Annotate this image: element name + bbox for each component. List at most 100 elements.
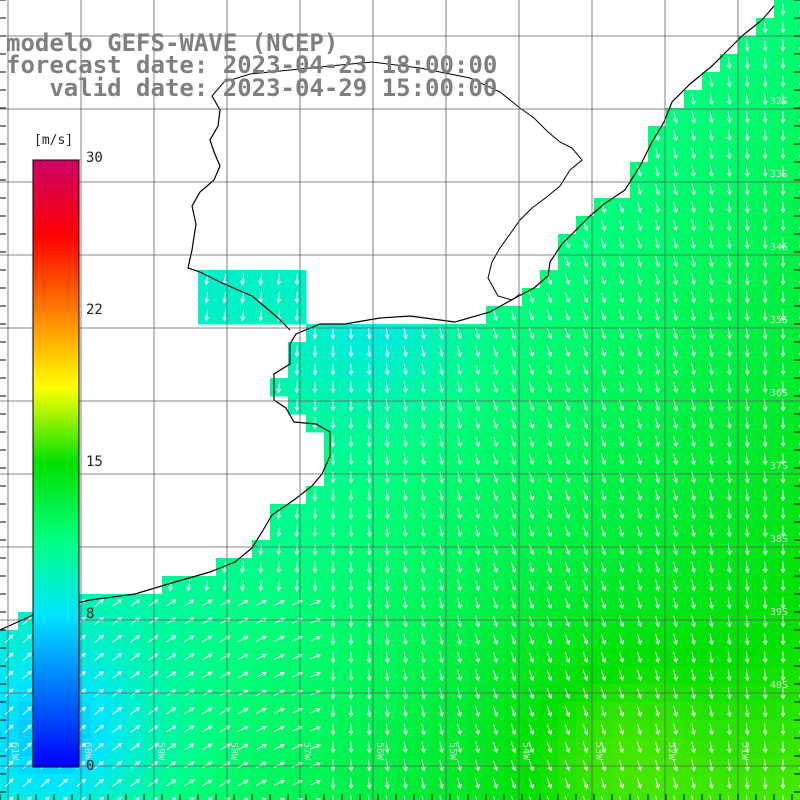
wind-arrow — [510, 309, 516, 322]
wind-speed-cell — [756, 792, 775, 800]
wind-arrow — [691, 363, 696, 376]
longitude-label: 53W — [593, 742, 604, 761]
wind-arrow — [330, 741, 336, 754]
wind-arrow — [564, 579, 570, 592]
wind-arrow — [655, 795, 658, 800]
wind-arrow — [457, 723, 462, 736]
wind-arrow — [582, 435, 588, 448]
wind-arrow — [255, 761, 267, 769]
wind-arrow — [439, 561, 444, 574]
wind-arrow — [600, 345, 606, 358]
wind-arrow — [237, 743, 249, 751]
wind-arrow — [528, 615, 534, 628]
wind-arrow — [439, 417, 444, 430]
wind-speed-cell — [792, 576, 800, 595]
wind-arrow — [618, 219, 624, 232]
wind-arrow — [403, 669, 408, 682]
wind-arrow — [348, 633, 354, 646]
wind-arrow — [744, 453, 750, 466]
wind-arrow — [528, 777, 534, 790]
colorbar — [32, 159, 80, 768]
wind-arrow — [582, 291, 588, 304]
wind-arrow — [421, 705, 426, 718]
wind-arrow — [582, 327, 588, 340]
wind-arrow — [348, 507, 354, 520]
wind-arrow — [366, 777, 372, 790]
wind-arrow — [618, 795, 622, 800]
wind-speed-cell — [504, 792, 523, 800]
wind-arrow — [727, 111, 732, 124]
wind-arrow — [709, 435, 714, 448]
wind-arrow — [475, 561, 480, 574]
wind-arrow — [780, 201, 786, 214]
wind-arrow — [439, 507, 444, 520]
wind-arrow — [600, 291, 606, 304]
wind-arrow — [457, 579, 462, 592]
wind-arrow — [762, 723, 768, 736]
wind-arrow — [655, 255, 660, 268]
wind-arrow — [457, 597, 462, 610]
wind-arrow — [130, 779, 141, 787]
wind-speed-cell — [792, 612, 800, 631]
wind-arrow — [618, 525, 624, 538]
wind-arrow — [582, 579, 588, 592]
wind-arrow — [780, 291, 786, 304]
wind-arrow — [330, 525, 336, 538]
wind-arrow — [384, 363, 390, 376]
wind-arrow — [22, 670, 32, 680]
wind-arrow — [655, 561, 660, 574]
wind-arrow — [312, 381, 318, 394]
wind-arrow — [130, 761, 141, 769]
wind-arrow — [709, 183, 714, 196]
wind-arrow — [564, 399, 570, 412]
wind-arrow — [457, 381, 462, 394]
wind-arrow — [744, 345, 750, 358]
wind-arrow — [762, 75, 768, 88]
wind-arrow — [348, 525, 354, 538]
wind-arrow — [546, 381, 552, 394]
wind-arrow — [207, 797, 213, 800]
wind-arrow — [673, 165, 678, 178]
wind-speed-cell — [792, 198, 800, 217]
wind-arrow — [457, 633, 462, 646]
wind-arrow — [780, 21, 786, 34]
wind-arrow — [403, 525, 408, 538]
wind-arrow — [237, 653, 249, 661]
wind-speed-cell — [342, 792, 361, 800]
wind-arrow — [636, 381, 642, 394]
wind-arrow — [384, 669, 390, 682]
wind-arrow — [618, 777, 624, 790]
wind-arrow — [636, 201, 642, 214]
wind-arrow — [421, 633, 426, 646]
wind-arrow — [744, 381, 750, 394]
wind-arrow — [636, 561, 642, 574]
wind-arrow — [528, 525, 534, 538]
wind-arrow — [421, 471, 426, 484]
wind-arrow — [618, 669, 624, 682]
wind-arrow — [691, 795, 694, 800]
wind-arrow — [189, 797, 195, 800]
wind-arrow — [780, 129, 786, 142]
wind-arrow — [691, 759, 696, 772]
uruguay-border — [211, 61, 583, 301]
wind-arrow — [112, 760, 123, 769]
wind-arrow — [691, 147, 696, 160]
wind-arrow — [709, 471, 714, 484]
wind-speed-cell — [396, 792, 415, 800]
wind-arrow — [762, 165, 768, 178]
wind-arrow — [673, 489, 678, 502]
wind-arrow — [727, 633, 732, 646]
wind-arrow — [655, 327, 660, 340]
wind-arrow — [582, 489, 588, 502]
wind-arrow — [330, 543, 336, 556]
wind-speed-cell — [792, 774, 800, 793]
wind-arrow — [273, 599, 285, 606]
wind-arrow — [691, 669, 696, 682]
wind-arrow — [780, 147, 786, 160]
wind-speed-cell — [792, 396, 800, 415]
wind-arrow — [528, 651, 534, 664]
wind-arrow — [636, 795, 640, 800]
wind-arrow — [421, 435, 426, 448]
wind-arrow — [330, 435, 336, 448]
wind-speed-cell — [450, 792, 469, 800]
